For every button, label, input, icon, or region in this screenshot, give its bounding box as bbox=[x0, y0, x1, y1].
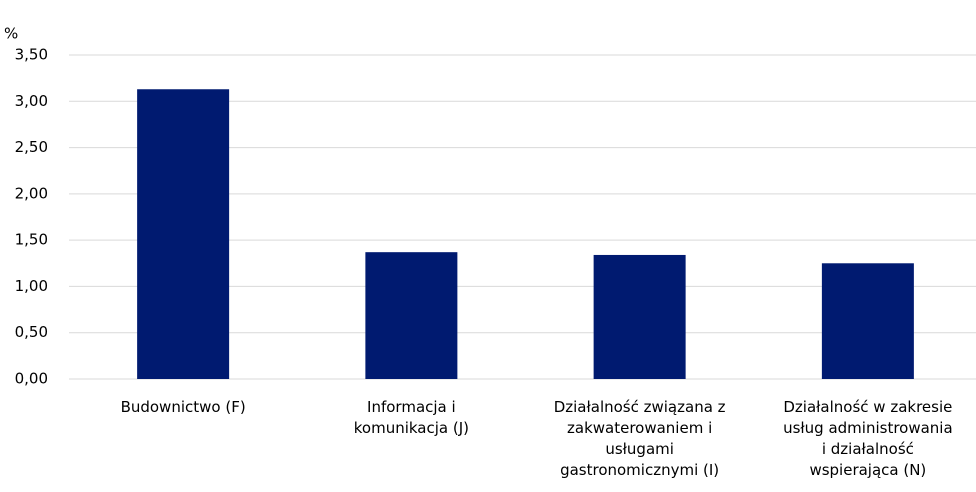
x-tick-label: Budownictwo (F) bbox=[121, 398, 246, 416]
y-tick-label: 2,50 bbox=[15, 138, 48, 156]
bar bbox=[593, 254, 686, 379]
bar bbox=[821, 263, 914, 379]
y-tick-label: 1,00 bbox=[15, 277, 48, 295]
y-tick-label: 1,50 bbox=[15, 231, 48, 249]
y-tick-label: 0,50 bbox=[15, 323, 48, 341]
x-tick-label: Informacja i komunikacja (J) bbox=[354, 398, 469, 437]
y-tick-label: 0,00 bbox=[15, 370, 48, 388]
y-tick-label: 2,00 bbox=[15, 184, 48, 202]
y-axis-label: % bbox=[4, 25, 18, 43]
bar bbox=[365, 252, 458, 379]
bar bbox=[137, 89, 230, 379]
y-tick-label: 3,50 bbox=[15, 46, 48, 64]
y-tick-label: 3,00 bbox=[15, 92, 48, 110]
x-tick-label: Działalność w zakresie usług administrowa… bbox=[783, 398, 953, 479]
